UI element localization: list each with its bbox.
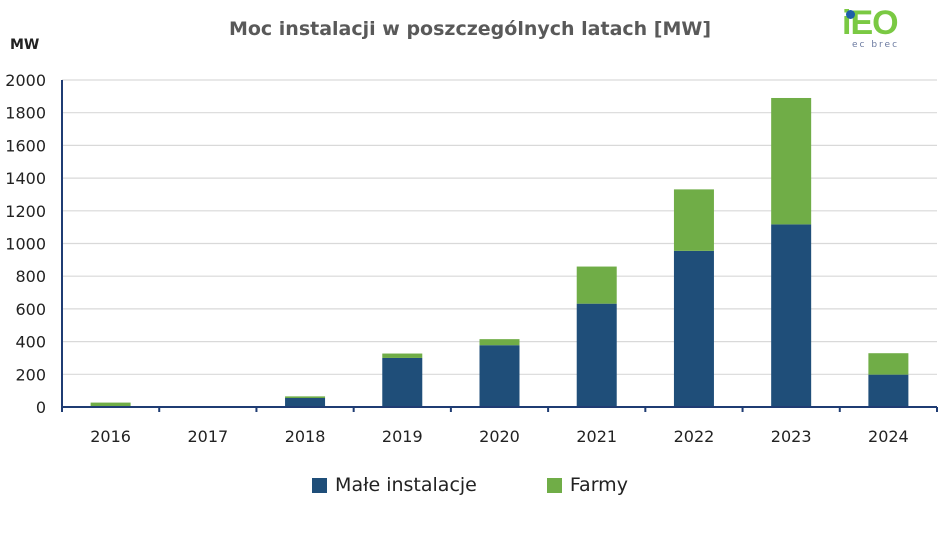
x-tick-label: 2019 xyxy=(382,427,423,446)
y-axis-label: MW xyxy=(10,37,40,53)
bar-farmy xyxy=(868,353,909,375)
x-tick-label: 2016 xyxy=(90,427,131,446)
x-tick-label: 2024 xyxy=(868,427,909,446)
x-tick-label: 2017 xyxy=(187,427,228,446)
bar-farmy xyxy=(576,266,617,304)
bar-małe-instalacje xyxy=(576,303,617,407)
bar-farmy xyxy=(479,339,520,346)
logo-subtext: ec brec xyxy=(852,40,900,50)
legend-label: Farmy xyxy=(569,474,628,496)
y-tick-label: 1400 xyxy=(5,169,46,188)
y-tick-label: 0 xyxy=(36,398,46,417)
y-tick-label: 600 xyxy=(15,300,46,319)
y-tick-label: 400 xyxy=(15,333,46,352)
bar-małe-instalacje xyxy=(771,224,812,407)
ieo-logo: iEO ec brec xyxy=(842,6,912,50)
y-tick-label: 800 xyxy=(15,267,46,286)
bar-farmy xyxy=(285,396,326,399)
x-tick-label: 2022 xyxy=(674,427,715,446)
bar-farmy xyxy=(90,402,131,407)
x-tick-label: 2023 xyxy=(771,427,812,446)
y-tick-label: 1000 xyxy=(5,235,46,254)
y-tick-label: 1600 xyxy=(5,136,46,155)
y-tick-label: 2000 xyxy=(5,71,46,90)
bar-farmy xyxy=(382,353,423,358)
bar-małe-instalacje xyxy=(382,357,423,407)
legend-item-farmy: Farmy xyxy=(546,474,628,496)
legend-label: Małe instalacje xyxy=(335,474,477,496)
y-tick-label: 200 xyxy=(15,365,46,384)
y-tick-label: 1800 xyxy=(5,104,46,123)
bar-małe-instalacje xyxy=(868,374,909,407)
bar-małe-instalacje xyxy=(285,398,326,407)
legend: Małe instalacje Farmy xyxy=(0,474,940,496)
bar-małe-instalacje xyxy=(673,250,714,407)
legend-swatch xyxy=(312,477,328,493)
y-tick-label: 1200 xyxy=(5,202,46,221)
bar-farmy xyxy=(673,189,714,251)
bar-małe-instalacje xyxy=(479,345,520,407)
x-tick-label: 2018 xyxy=(285,427,326,446)
bar-farmy xyxy=(771,97,812,225)
legend-swatch xyxy=(546,477,562,493)
chart-title: Moc instalacji w poszczególnych latach [… xyxy=(228,18,712,40)
legend-item-male: Małe instalacje xyxy=(312,474,477,496)
x-tick-label: 2021 xyxy=(576,427,617,446)
x-tick-label: 2020 xyxy=(479,427,520,446)
